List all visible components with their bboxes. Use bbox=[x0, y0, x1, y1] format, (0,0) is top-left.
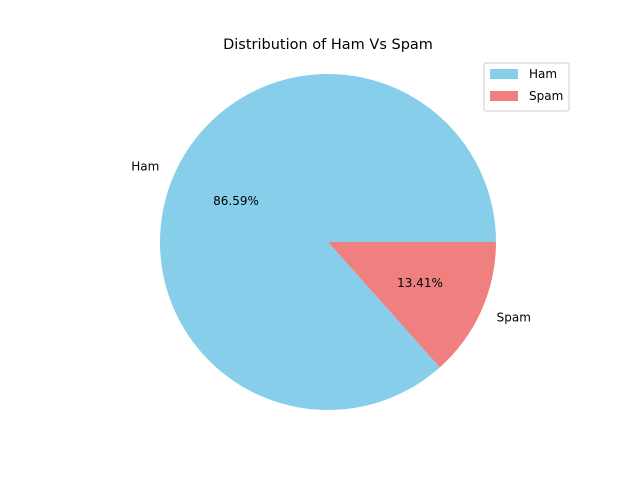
pie-slice-spam bbox=[328, 242, 496, 368]
legend-label-spam: Spam bbox=[529, 89, 563, 103]
slice-percent-spam: 13.41% bbox=[397, 276, 443, 290]
legend-swatch-ham bbox=[490, 69, 518, 79]
legend-label-ham: Ham bbox=[529, 67, 557, 81]
pie-slice-ham bbox=[160, 73, 496, 411]
slice-label-ham: Ham bbox=[131, 159, 159, 173]
pie-slices bbox=[160, 73, 496, 411]
slice-label-spam: Spam bbox=[497, 311, 531, 325]
chart-title: Distribution of Ham Vs Spam bbox=[223, 37, 433, 53]
legend: Ham Spam bbox=[483, 62, 570, 112]
slice-percent-ham: 86.59% bbox=[213, 194, 259, 208]
legend-swatch-spam bbox=[490, 91, 518, 101]
pie-labels: Ham 86.59% Spam 13.41% bbox=[131, 159, 531, 324]
